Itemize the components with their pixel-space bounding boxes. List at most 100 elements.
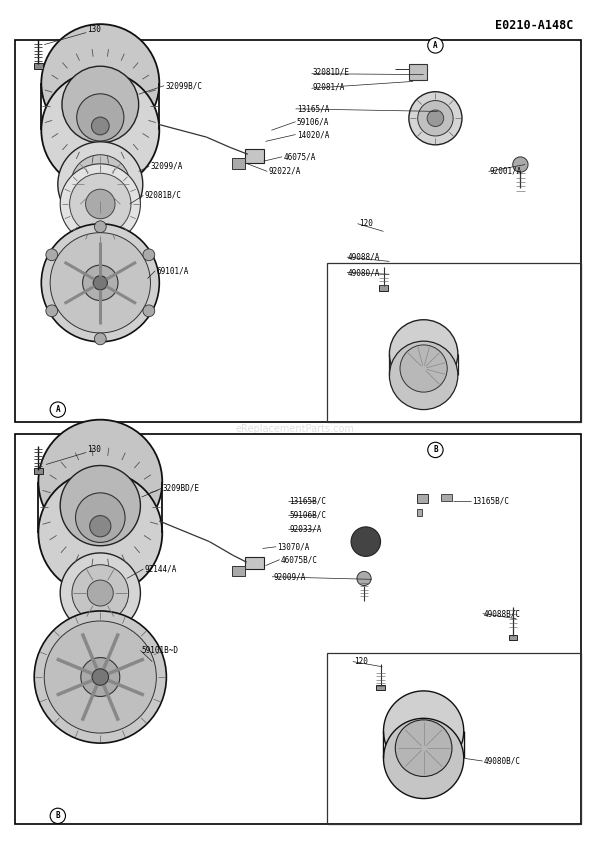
Ellipse shape	[351, 527, 381, 556]
Text: 49080/A: 49080/A	[348, 268, 381, 277]
Text: 69101/A: 69101/A	[156, 267, 189, 275]
Ellipse shape	[427, 110, 444, 127]
Ellipse shape	[71, 155, 130, 213]
Ellipse shape	[428, 38, 443, 53]
Ellipse shape	[90, 516, 111, 536]
Text: 49088B/C: 49088B/C	[484, 609, 521, 618]
Text: 130: 130	[87, 25, 101, 33]
Ellipse shape	[86, 170, 115, 199]
Ellipse shape	[83, 265, 118, 301]
Bar	[409, 64, 427, 80]
Text: 32081D/E: 32081D/E	[313, 68, 350, 76]
Text: 14020/A: 14020/A	[297, 130, 329, 139]
Ellipse shape	[72, 565, 129, 621]
Ellipse shape	[44, 621, 156, 733]
Ellipse shape	[400, 345, 447, 393]
Text: 32099B/C: 32099B/C	[165, 81, 202, 90]
Text: 92081/A: 92081/A	[313, 82, 345, 91]
Ellipse shape	[38, 420, 162, 543]
Ellipse shape	[389, 320, 458, 388]
Ellipse shape	[357, 572, 371, 585]
Text: 13165/A: 13165/A	[297, 105, 329, 113]
Ellipse shape	[143, 249, 155, 261]
Text: 92081B/C: 92081B/C	[145, 191, 182, 200]
Text: B: B	[433, 446, 438, 454]
Ellipse shape	[41, 71, 159, 189]
Text: 120: 120	[359, 219, 373, 228]
Text: 59101B~D: 59101B~D	[142, 646, 179, 655]
Text: 49088/A: 49088/A	[348, 253, 381, 261]
Bar	[376, 685, 385, 690]
Bar	[441, 494, 452, 501]
Ellipse shape	[91, 117, 109, 135]
Text: 92001/A: 92001/A	[490, 167, 522, 176]
Ellipse shape	[58, 141, 143, 227]
Ellipse shape	[46, 249, 58, 261]
Ellipse shape	[409, 92, 462, 145]
Ellipse shape	[92, 668, 109, 686]
Bar	[245, 149, 264, 163]
Ellipse shape	[87, 580, 113, 606]
Text: B: B	[55, 812, 60, 820]
Bar	[379, 285, 388, 291]
Ellipse shape	[384, 718, 464, 799]
Text: 32099/A: 32099/A	[150, 162, 183, 171]
Ellipse shape	[395, 720, 452, 776]
Text: 120: 120	[354, 657, 368, 666]
Ellipse shape	[34, 611, 166, 743]
Ellipse shape	[41, 224, 159, 342]
Ellipse shape	[513, 157, 528, 172]
Ellipse shape	[50, 232, 150, 333]
Ellipse shape	[86, 189, 115, 219]
Ellipse shape	[76, 493, 125, 542]
Text: 59106B/C: 59106B/C	[289, 511, 326, 519]
Ellipse shape	[46, 305, 58, 317]
Bar	[327, 653, 581, 824]
Bar	[15, 40, 581, 422]
Ellipse shape	[94, 333, 106, 345]
Text: 92009/A: 92009/A	[273, 572, 306, 581]
Ellipse shape	[60, 553, 140, 633]
Text: 46075B/C: 46075B/C	[281, 555, 318, 564]
Text: 59106/A: 59106/A	[297, 117, 329, 126]
Ellipse shape	[143, 305, 155, 317]
Ellipse shape	[41, 24, 159, 142]
Ellipse shape	[93, 276, 107, 290]
Bar	[34, 468, 43, 474]
Text: 13165B/C: 13165B/C	[289, 497, 326, 506]
Ellipse shape	[50, 808, 65, 824]
Text: eReplacementParts.com: eReplacementParts.com	[235, 423, 355, 434]
Bar	[509, 635, 517, 640]
Bar	[232, 158, 245, 169]
Ellipse shape	[94, 221, 106, 232]
Text: 13165B/C: 13165B/C	[472, 497, 509, 506]
Text: 46075/A: 46075/A	[283, 153, 316, 161]
Ellipse shape	[418, 100, 453, 136]
Text: 3209BD/E: 3209BD/E	[162, 484, 199, 493]
Ellipse shape	[81, 657, 120, 697]
Ellipse shape	[50, 402, 65, 417]
Ellipse shape	[389, 341, 458, 410]
Text: 13070/A: 13070/A	[277, 542, 310, 551]
Text: E0210-A148C: E0210-A148C	[495, 19, 573, 32]
Bar	[232, 566, 245, 576]
Ellipse shape	[38, 471, 162, 595]
Text: A: A	[55, 405, 60, 414]
Ellipse shape	[60, 164, 140, 244]
Ellipse shape	[62, 66, 139, 143]
Bar	[327, 263, 581, 422]
Text: 92033/A: 92033/A	[289, 524, 322, 533]
Text: 92144/A: 92144/A	[145, 565, 177, 573]
Ellipse shape	[70, 173, 131, 235]
Bar	[245, 557, 264, 569]
Text: 92022/A: 92022/A	[268, 167, 301, 176]
Ellipse shape	[77, 93, 124, 141]
Ellipse shape	[384, 691, 464, 771]
Text: 49080B/C: 49080B/C	[484, 757, 521, 765]
Ellipse shape	[60, 465, 140, 546]
Text: A: A	[433, 41, 438, 50]
Bar	[417, 494, 428, 503]
Ellipse shape	[428, 442, 443, 458]
Bar	[417, 509, 422, 516]
Bar	[15, 434, 581, 824]
